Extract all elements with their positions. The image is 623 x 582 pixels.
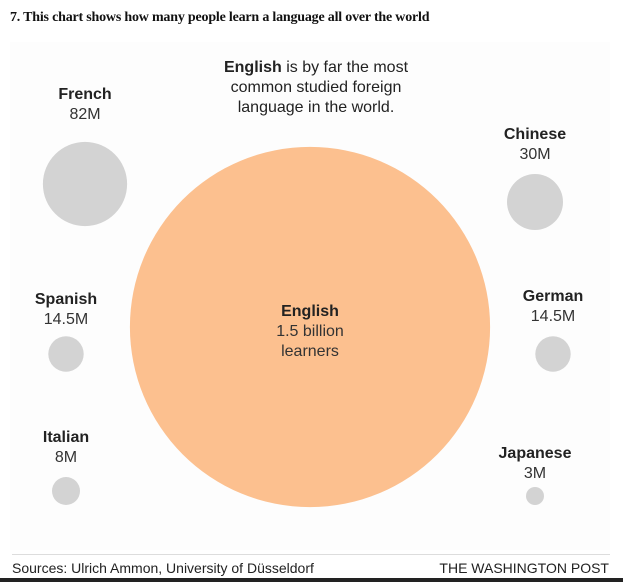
bubble-english [129,146,491,508]
bubble-spanish [48,336,84,372]
label-french: French 82M [58,85,111,125]
learner-count: 8M [54,449,78,466]
source-note: Sources: Ulrich Ammon, University of Düs… [12,560,314,576]
language-name: Chinese [503,126,567,143]
label-chinese: Chinese 30M [504,125,566,165]
footer-divider [12,554,610,555]
annotation-bold: English [223,59,282,76]
learner-count: 82M [69,106,101,123]
label-german: German 14.5M [523,287,583,327]
bubble-italian [52,477,80,505]
language-name: English [281,303,339,320]
language-name: Spanish [34,291,98,308]
learner-count: 14.5M [530,308,576,325]
annotation-text: is by far the most common studied foreig… [230,59,409,116]
label-japanese: Japanese 3M [499,444,572,484]
learner-count: 3M [523,465,547,482]
learner-unit: learners [281,343,339,360]
label-spanish: Spanish 14.5M [35,290,97,330]
language-name: German [522,288,584,305]
chart-annotation: English is by far the most common studie… [206,58,426,118]
bubble-japanese [526,487,544,505]
bubble-french [42,141,128,227]
publisher-logo: THE WASHINGTON POST [439,560,609,576]
page-heading: 7. This chart shows how many people lear… [10,10,430,25]
bottom-bar [0,578,623,582]
label-italian: Italian 8M [43,428,89,468]
bubble-german [535,336,571,372]
language-name: French [58,86,112,103]
language-name: Italian [42,429,90,446]
learner-count: 14.5M [43,311,89,328]
learner-count: 1.5 billion [276,323,344,340]
language-name: Japanese [498,445,572,462]
label-english: English 1.5 billion learners [276,302,344,362]
learner-count: 30M [519,146,551,163]
bubble-chinese [507,174,563,230]
